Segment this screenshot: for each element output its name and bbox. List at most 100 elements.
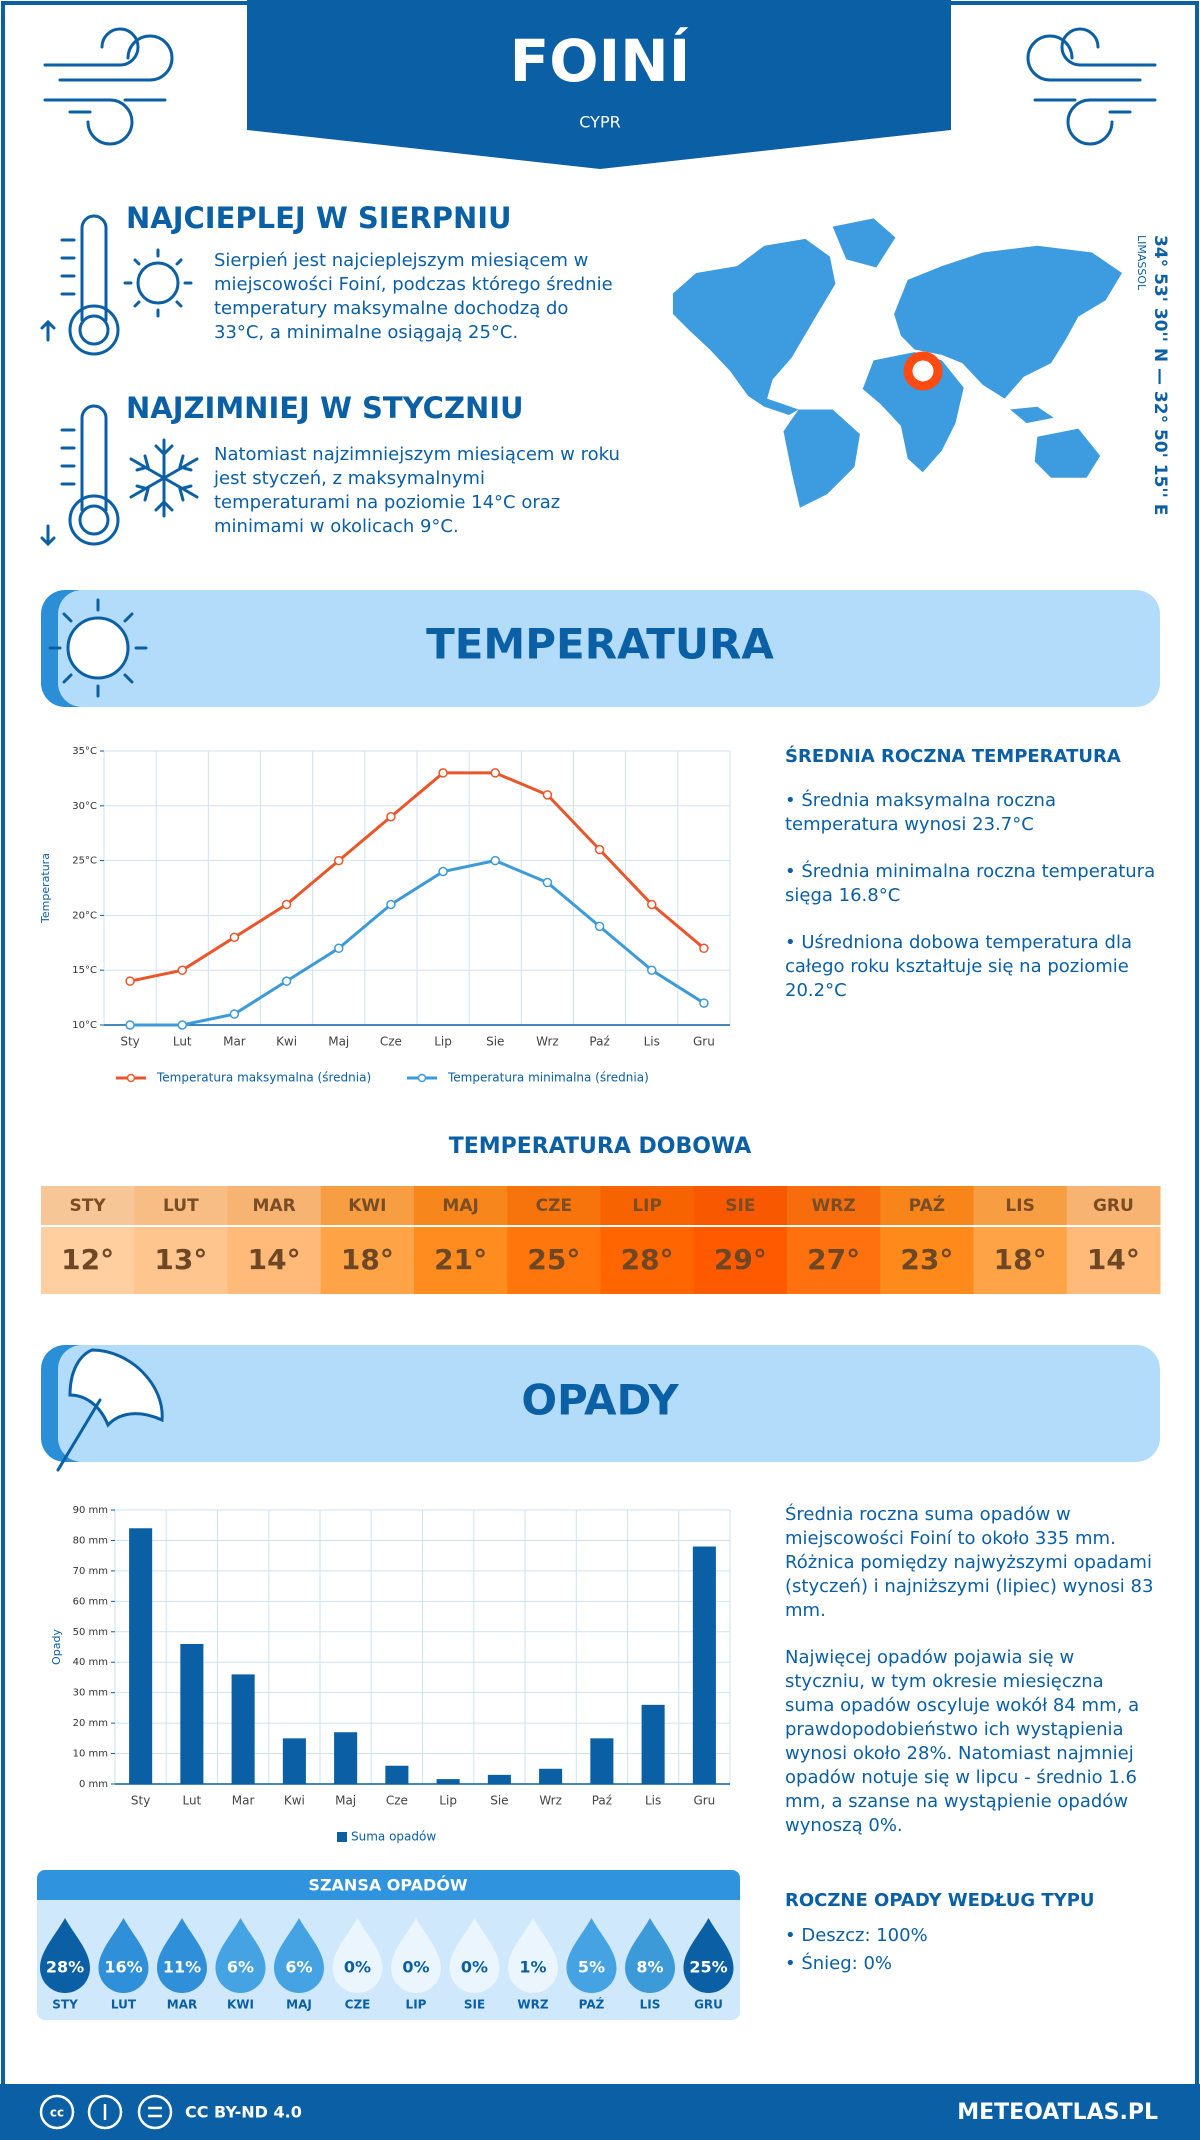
sun-banner-icon <box>48 598 148 698</box>
table-month: WRZ <box>812 1196 856 1216</box>
wind-icon <box>1026 27 1157 146</box>
data-point <box>229 932 240 943</box>
x-tick-label: Cze <box>380 1035 402 1049</box>
x-tick-label: Paź <box>589 1035 609 1049</box>
table-header-cell <box>880 1186 974 1225</box>
bar <box>334 1732 358 1784</box>
rain-chance-box <box>37 1870 740 2020</box>
data-point <box>647 965 657 975</box>
summary-title: ŚREDNIA ROCZNA TEMPERATURA <box>785 745 1121 767</box>
table-value: 23° <box>900 1243 953 1276</box>
snowflake-icon <box>129 438 199 518</box>
table-header-shade <box>134 1186 228 1225</box>
cc-icon-label: cc <box>50 2106 64 2120</box>
y-tick-label: 70 mm <box>73 1566 108 1577</box>
data-point <box>490 855 500 866</box>
data-point <box>647 899 657 910</box>
bar <box>641 1704 665 1784</box>
table-header-cell <box>787 1186 881 1225</box>
bar <box>539 1768 563 1784</box>
rain-chance-value: 8% <box>636 1958 663 1977</box>
rain-chance-header <box>37 1870 740 1900</box>
table-value-cell <box>320 1227 415 1294</box>
data-point <box>281 899 292 910</box>
table-value: 14° <box>1087 1243 1140 1276</box>
table-header-cell <box>320 1186 415 1225</box>
x-tick-label: Lut <box>173 1035 192 1049</box>
highlight-title: NAJZIMNIEJ W STYCZNIU <box>126 391 524 425</box>
rain-chance-month: LIP <box>406 1998 427 2012</box>
table-header-shade <box>320 1186 415 1225</box>
rain-chance-title: SZANSA OPADÓW <box>308 1876 468 1895</box>
rain-chance-value: 0% <box>344 1958 371 1977</box>
x-tick-label: Mar <box>223 1035 246 1049</box>
table-header-shade <box>880 1186 974 1225</box>
legend-label: Suma opadów <box>351 1830 436 1844</box>
world-map <box>672 218 1123 508</box>
bar <box>282 1738 306 1784</box>
rain-drop <box>157 1918 207 1993</box>
rain-chance-month: GRU <box>694 1998 723 2012</box>
x-tick-label: Maj <box>335 1794 356 1808</box>
data-point <box>334 943 344 954</box>
x-tick-label: Paź <box>592 1794 612 1808</box>
x-tick-label: Lip <box>439 1794 457 1808</box>
rain-drop <box>274 1918 324 1993</box>
data-point <box>229 1009 240 1019</box>
sun-icon <box>123 248 193 318</box>
y-tick-label: 10 mm <box>73 1749 108 1760</box>
section-title: OPADY <box>521 1376 679 1425</box>
data-point <box>386 899 396 910</box>
table-month: STY <box>70 1196 107 1216</box>
rain-drop <box>683 1918 734 1993</box>
table-header-cell <box>41 1186 135 1225</box>
rain-chance-value: 11% <box>163 1958 201 1977</box>
series-line <box>129 771 705 983</box>
rain-drop <box>332 1918 383 1993</box>
table-month: MAJ <box>442 1196 478 1216</box>
table-header-cell <box>227 1186 322 1225</box>
data-point <box>699 998 709 1008</box>
table-value-cell <box>1066 1227 1161 1294</box>
rain-chance-value: 6% <box>227 1958 254 1977</box>
y-tick-label: 90 mm <box>73 1505 108 1516</box>
site-name: METEOATLAS.PL <box>957 2100 1158 2125</box>
bar <box>590 1738 614 1784</box>
y-tick-label: 25°C <box>72 856 97 867</box>
y-tick-label: 30°C <box>72 801 97 812</box>
y-tick-label: 10°C <box>72 1020 97 1031</box>
table-header-shade <box>787 1186 881 1225</box>
table-header-shade <box>600 1186 695 1225</box>
rain-chance-value: 6% <box>285 1958 312 1977</box>
table-month: GRU <box>1093 1196 1134 1216</box>
highlight-title: NAJCIEPLEJ W SIERPNIU <box>126 201 512 235</box>
data-point <box>125 1020 135 1030</box>
y-tick-label: 35°C <box>72 746 97 757</box>
table-value-cell <box>507 1227 601 1294</box>
table-header-shade <box>414 1186 508 1225</box>
rain-drop <box>40 1918 90 1993</box>
type-item: • Śnieg: 0% <box>785 1952 892 1974</box>
page-subtitle: CYPR <box>579 113 620 132</box>
table-value: 28° <box>621 1243 674 1276</box>
legend-label: Temperatura minimalna (średnia) <box>447 1071 649 1085</box>
bar <box>129 1528 153 1784</box>
thermometer-cold-icon <box>40 404 120 547</box>
type-item: • Deszcz: 100% <box>785 1925 928 1946</box>
rain-chance-month: LUT <box>111 1998 137 2012</box>
x-tick-label: Lip <box>434 1035 452 1049</box>
table-header-cell <box>134 1186 228 1225</box>
table-header-cell <box>600 1186 695 1225</box>
data-point <box>177 1020 187 1030</box>
x-tick-label: Kwi <box>284 1794 305 1808</box>
x-tick-label: Maj <box>328 1035 349 1049</box>
table-value-cell <box>880 1227 974 1294</box>
rain-chance-value: 0% <box>402 1958 429 1977</box>
table-month: PAŹ <box>909 1194 945 1216</box>
bar <box>385 1765 409 1784</box>
y-tick-label: 60 mm <box>73 1596 108 1607</box>
table-value-cell <box>600 1227 695 1294</box>
rain-chance-month: MAJ <box>286 1998 312 2012</box>
y-tick-label: 15°C <box>72 965 97 976</box>
